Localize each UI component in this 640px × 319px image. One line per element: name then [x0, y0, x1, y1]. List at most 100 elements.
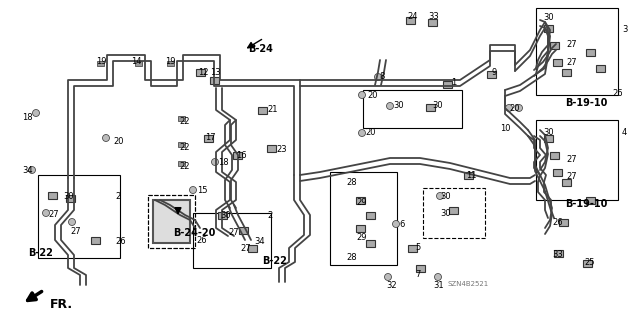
Bar — [487, 71, 496, 78]
Bar — [554, 250, 563, 257]
Text: 27: 27 — [566, 172, 577, 181]
Circle shape — [374, 73, 381, 80]
Text: 33: 33 — [428, 12, 439, 21]
Bar — [204, 135, 213, 142]
Bar — [416, 265, 425, 272]
Text: 27: 27 — [566, 40, 577, 49]
Bar — [366, 212, 375, 219]
Text: 25: 25 — [584, 258, 595, 267]
Bar — [178, 161, 185, 166]
Circle shape — [515, 105, 522, 112]
Circle shape — [387, 102, 394, 109]
Text: 13: 13 — [210, 68, 221, 77]
Text: 30: 30 — [440, 209, 451, 218]
Text: SZN4B2521: SZN4B2521 — [448, 281, 489, 287]
Text: 22: 22 — [179, 162, 189, 171]
Bar — [423, 188, 485, 238]
Bar — [210, 77, 219, 84]
Bar — [562, 179, 571, 186]
Text: B-24: B-24 — [248, 44, 273, 54]
Text: 8: 8 — [379, 72, 385, 81]
Text: 30: 30 — [220, 211, 230, 220]
Circle shape — [211, 159, 218, 166]
Text: 30: 30 — [393, 101, 404, 110]
Bar — [408, 245, 417, 252]
Text: 29: 29 — [356, 233, 367, 242]
Text: 22: 22 — [179, 143, 189, 152]
Bar — [91, 237, 100, 244]
Text: 30: 30 — [543, 128, 554, 137]
Bar — [148, 195, 195, 248]
Text: 27: 27 — [240, 244, 251, 253]
Text: 27: 27 — [566, 155, 577, 164]
Text: B-24-20: B-24-20 — [173, 228, 216, 238]
Text: 26: 26 — [115, 237, 125, 246]
Bar — [248, 245, 257, 252]
Text: 23: 23 — [276, 145, 287, 154]
Text: 20: 20 — [365, 128, 376, 137]
Bar — [258, 107, 267, 114]
Bar — [153, 200, 190, 243]
Text: 22: 22 — [179, 117, 189, 126]
Text: 17: 17 — [205, 133, 216, 142]
Text: 1: 1 — [451, 78, 456, 87]
Text: 15: 15 — [197, 186, 207, 195]
Text: 4: 4 — [622, 128, 627, 137]
Text: 7: 7 — [415, 270, 420, 279]
Text: 19: 19 — [165, 57, 175, 66]
Text: 32: 32 — [386, 281, 397, 290]
Text: 30: 30 — [63, 192, 74, 201]
Bar — [550, 42, 559, 49]
Text: 21: 21 — [267, 105, 278, 114]
Text: 14: 14 — [131, 57, 141, 66]
Text: 24: 24 — [407, 12, 417, 21]
Bar — [366, 240, 375, 247]
Circle shape — [102, 135, 109, 142]
Bar — [596, 65, 605, 72]
Text: 6: 6 — [399, 220, 404, 229]
Bar — [449, 207, 458, 214]
Text: 2: 2 — [115, 192, 120, 201]
Text: 27: 27 — [70, 227, 81, 236]
Text: 26: 26 — [196, 236, 207, 245]
Circle shape — [436, 192, 444, 199]
Text: 19: 19 — [96, 57, 106, 66]
Bar — [38, 175, 120, 258]
Text: 9: 9 — [491, 68, 496, 77]
Bar — [464, 172, 473, 179]
Text: 18: 18 — [218, 158, 228, 167]
Bar — [544, 25, 553, 32]
Bar — [135, 61, 142, 66]
Text: FR.: FR. — [50, 298, 73, 311]
Bar — [536, 120, 618, 200]
Bar — [178, 116, 185, 121]
Text: 20: 20 — [509, 104, 520, 113]
Bar — [559, 219, 568, 226]
Bar — [218, 212, 227, 219]
Circle shape — [29, 167, 35, 174]
Bar — [330, 172, 397, 265]
Text: 20: 20 — [113, 137, 124, 146]
Circle shape — [33, 109, 40, 116]
Bar — [583, 260, 592, 267]
Bar — [406, 17, 415, 24]
Text: 30: 30 — [432, 101, 443, 110]
Bar — [97, 61, 104, 66]
Text: B-19-10: B-19-10 — [565, 98, 607, 108]
Bar — [196, 69, 205, 76]
Text: 31: 31 — [433, 281, 444, 290]
Circle shape — [392, 220, 399, 227]
Text: B-19-10: B-19-10 — [565, 199, 607, 209]
Circle shape — [358, 130, 365, 137]
Text: 11: 11 — [466, 171, 477, 180]
Bar — [66, 195, 75, 202]
Text: 12: 12 — [198, 68, 209, 77]
Circle shape — [68, 219, 76, 226]
Bar — [562, 69, 571, 76]
Bar — [148, 195, 195, 248]
Text: 18: 18 — [22, 113, 33, 122]
Text: 16: 16 — [236, 151, 246, 160]
Text: 27: 27 — [228, 228, 239, 237]
Bar — [193, 213, 271, 268]
Bar — [586, 197, 595, 204]
